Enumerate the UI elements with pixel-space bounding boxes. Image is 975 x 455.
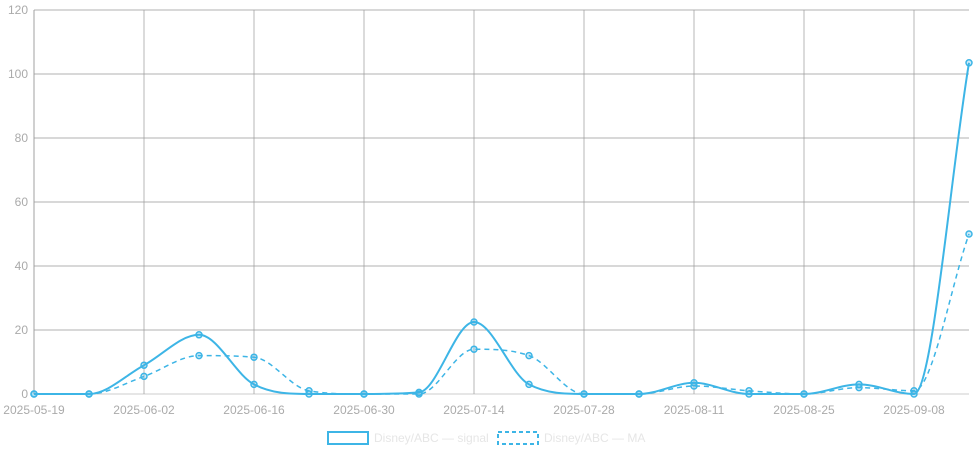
series-signal xyxy=(30,59,973,398)
y-tick-label: 120 xyxy=(8,3,28,17)
data-point[interactable] xyxy=(800,390,808,398)
data-point[interactable] xyxy=(250,380,258,389)
data-point[interactable] xyxy=(910,387,918,395)
data-point[interactable] xyxy=(140,372,148,381)
x-tick-label: 2025-06-16 xyxy=(223,403,285,417)
data-point[interactable] xyxy=(525,351,533,360)
x-axis: 2025-05-19 2025-06-02 2025-06-16 2025-06-30… xyxy=(3,403,945,417)
data-point[interactable] xyxy=(745,387,753,395)
data-point[interactable] xyxy=(470,345,478,353)
x-tick-label: 2025-05-19 xyxy=(3,403,65,417)
data-point[interactable] xyxy=(305,387,313,395)
grid xyxy=(33,9,969,395)
x-tick-label: 2025-07-14 xyxy=(443,403,505,417)
series-line xyxy=(34,233,970,395)
y-tick-label: 0 xyxy=(21,387,28,401)
data-point[interactable] xyxy=(690,382,698,390)
y-tick-label: 100 xyxy=(8,67,28,81)
data-point[interactable] xyxy=(195,331,203,339)
data-point[interactable] xyxy=(635,390,643,398)
data-point[interactable] xyxy=(415,390,423,398)
data-point[interactable] xyxy=(250,353,258,361)
data-point[interactable] xyxy=(580,390,588,398)
data-point[interactable] xyxy=(855,383,863,392)
series-line xyxy=(34,62,970,396)
data-point[interactable] xyxy=(360,390,368,398)
x-tick-label: 2025-07-28 xyxy=(553,403,615,417)
x-tick-label: 2025-08-25 xyxy=(773,403,835,417)
y-tick-label: 20 xyxy=(15,323,29,337)
data-point[interactable] xyxy=(965,230,973,238)
data-point[interactable] xyxy=(965,59,973,67)
data-point[interactable] xyxy=(525,380,533,389)
x-tick-label: 2025-06-30 xyxy=(333,403,395,417)
y-tick-label: 80 xyxy=(15,131,29,145)
y-tick-label: 60 xyxy=(15,195,29,209)
series-ma xyxy=(30,230,973,398)
data-point[interactable] xyxy=(85,390,93,398)
y-tick-label: 40 xyxy=(15,259,29,273)
legend[interactable]: Disney/ABC — signal Disney/ABC — MA xyxy=(327,431,645,445)
legend-label: Disney/ABC — signal xyxy=(374,431,489,445)
x-tick-label: 2025-09-08 xyxy=(883,403,945,417)
legend-item[interactable]: Disney/ABC — signal xyxy=(327,431,489,445)
data-point[interactable] xyxy=(140,361,148,369)
data-point[interactable] xyxy=(470,318,478,326)
legend-swatch xyxy=(327,431,369,445)
legend-swatch xyxy=(497,431,539,445)
x-tick-label: 2025-08-11 xyxy=(664,403,725,417)
data-point[interactable] xyxy=(30,390,38,398)
legend-item[interactable]: Disney/ABC — MA xyxy=(497,431,645,445)
data-point[interactable] xyxy=(195,351,203,360)
legend-label: Disney/ABC — MA xyxy=(544,431,645,445)
x-tick-label: 2025-06-02 xyxy=(113,403,175,417)
series-layer xyxy=(30,59,973,398)
y-axis: 0 20 40 60 80 100 120 xyxy=(8,3,28,401)
